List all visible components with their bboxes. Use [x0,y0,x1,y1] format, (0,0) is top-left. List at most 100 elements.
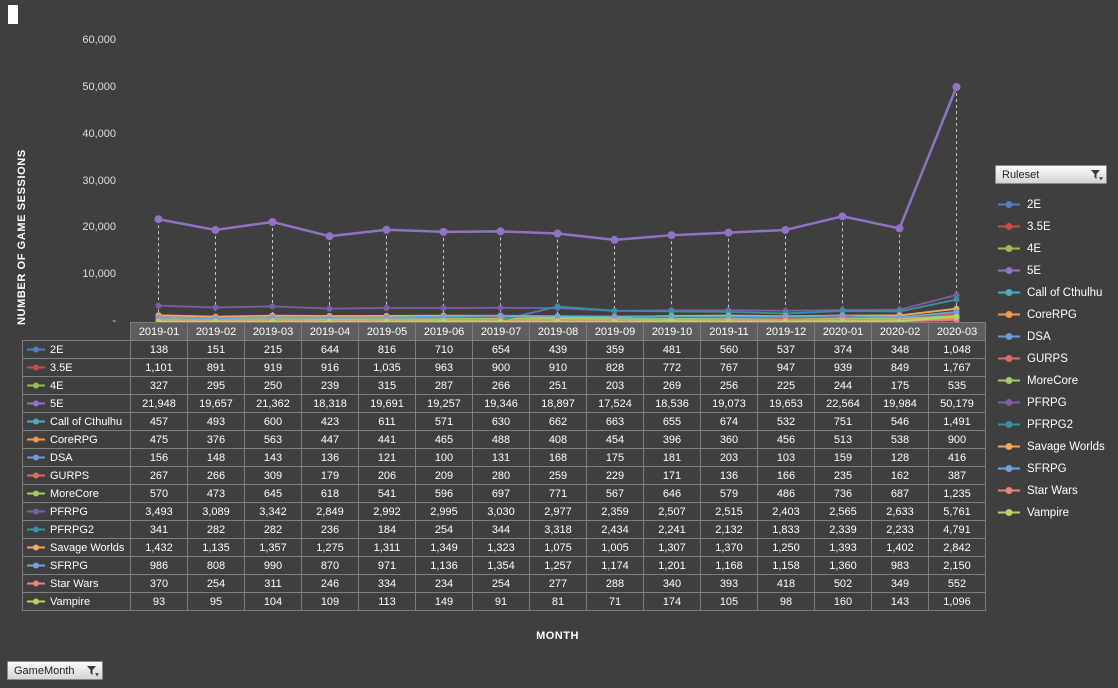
value-cell: 19,691 [358,394,416,413]
value-cell: 1,323 [472,538,530,557]
legend-item-star-wars: Star Wars [998,483,1113,498]
ruleset-label-cell: Call of Cthulhu [22,412,131,431]
gamemonth-filter-button[interactable]: GameMonth [7,661,103,680]
value-cell: 209 [415,466,473,485]
ruleset-row-label: 5E [27,398,128,410]
value-cell: 947 [757,358,815,377]
value-cell: 1,833 [757,520,815,539]
value-cell: 348 [871,340,929,359]
value-cell: 95 [187,592,245,611]
value-cell: 910 [529,358,587,377]
value-cell: 22,564 [814,394,872,413]
ruleset-name: PFRPG [50,505,88,518]
value-cell: 370 [130,574,188,593]
value-cell: 136 [700,466,758,485]
ruleset-filter-button[interactable]: Ruleset [995,165,1107,184]
legend-panel: Ruleset 2E 3.5E 4E 5E Call of Cthulhu CoreRPG… [995,165,1113,527]
ruleset-name: Call of Cthulhu [50,415,123,428]
value-cell: 465 [415,430,473,449]
value-cell: 93 [130,592,188,611]
value-cell: 552 [928,574,986,593]
data-point-marker [838,212,847,221]
legend-item-vampire: Vampire [998,505,1113,520]
value-cell: 538 [871,430,929,449]
value-cell: 244 [814,376,872,395]
value-cell: 2,849 [301,502,359,521]
ruleset-row-label: CoreRPG [27,434,128,446]
y-tick-label: 20,000 [82,221,116,234]
legend-marker-icon [27,454,45,461]
table-row: Star Wars 370 254 311 246 334 234 254 277 288 340 3… [22,574,986,593]
legend-marker-icon [998,223,1020,230]
data-point-marker [440,313,447,320]
value-cell: 674 [700,412,758,431]
value-cell: 563 [244,430,302,449]
value-cell: 344 [472,520,530,539]
value-cell: 900 [928,430,986,449]
value-cell: 986 [130,556,188,575]
legend-item-label: Call of Cthulhu [1027,286,1103,299]
value-cell: 203 [586,376,644,395]
value-cell: 184 [358,520,416,539]
value-cell: 1,075 [529,538,587,557]
legend-item-savage-worlds: Savage Worlds [998,439,1113,454]
month-header-cell: 2019-04 [301,322,359,341]
value-cell: 282 [187,520,245,539]
value-cell: 579 [700,484,758,503]
ruleset-name: Vampire [50,595,91,608]
legend-marker-icon [27,508,45,515]
legend-marker-icon [998,443,1020,450]
value-cell: 645 [244,484,302,503]
y-tick-label: 40,000 [82,127,116,140]
y-axis-tick-labels: 60,000 50,000 40,000 30,000 20,000 10,000 - [50,0,116,340]
value-cell: 751 [814,412,872,431]
legend-marker-icon [998,245,1020,252]
table-row: 2E 138 151 215 644 816 710 654 439 359 481 560 537 37… [22,340,986,359]
value-cell: 17,524 [586,394,644,413]
legend-marker-icon [27,562,45,569]
value-cell: 254 [187,574,245,593]
legend-marker-icon [998,399,1020,406]
table-row: GURPS 267 266 309 179 206 209 280 259 229 171 136 16… [22,466,986,485]
ruleset-name: CoreRPG [50,433,98,446]
value-cell: 1,393 [814,538,872,557]
month-header-cell: 2020-02 [871,322,929,341]
value-cell: 3,318 [529,520,587,539]
ruleset-label-cell: 3.5E [22,358,131,377]
y-tick-label: 60,000 [82,34,116,46]
table-row: 5E 21,948 19,657 21,362 18,318 19,691 19,257 19… [22,394,986,413]
value-cell: 570 [130,484,188,503]
data-point-marker [953,296,960,303]
y-tick-label: - [112,315,116,327]
data-point-marker [211,225,220,234]
value-cell: 341 [130,520,188,539]
value-cell: 236 [301,520,359,539]
legend-item-label: DSA [1027,330,1051,343]
value-cell: 900 [472,358,530,377]
value-cell: 280 [472,466,530,485]
value-cell: 315 [358,376,416,395]
value-cell: 611 [358,412,416,431]
data-point-marker [382,225,391,234]
table-row: MoreCore 570 473 645 618 541 596 697 771 567 646 57… [22,484,986,503]
value-cell: 1,158 [757,556,815,575]
value-cell: 215 [244,340,302,359]
value-cell: 646 [643,484,701,503]
value-cell: 1,135 [187,538,245,557]
value-cell: 849 [871,358,929,377]
value-cell: 277 [529,574,587,593]
value-cell: 349 [871,574,929,593]
value-cell: 767 [700,358,758,377]
value-cell: 159 [814,448,872,467]
value-cell: 537 [757,340,815,359]
value-cell: 1,174 [586,556,644,575]
value-cell: 254 [472,574,530,593]
data-point-marker [212,304,219,311]
value-cell: 502 [814,574,872,593]
value-cell: 423 [301,412,359,431]
value-cell: 128 [871,448,929,467]
value-cell: 1,101 [130,358,188,377]
value-cell: 1,250 [757,538,815,557]
legend-marker-icon [998,311,1020,318]
legend-item-label: 2E [1027,198,1042,211]
